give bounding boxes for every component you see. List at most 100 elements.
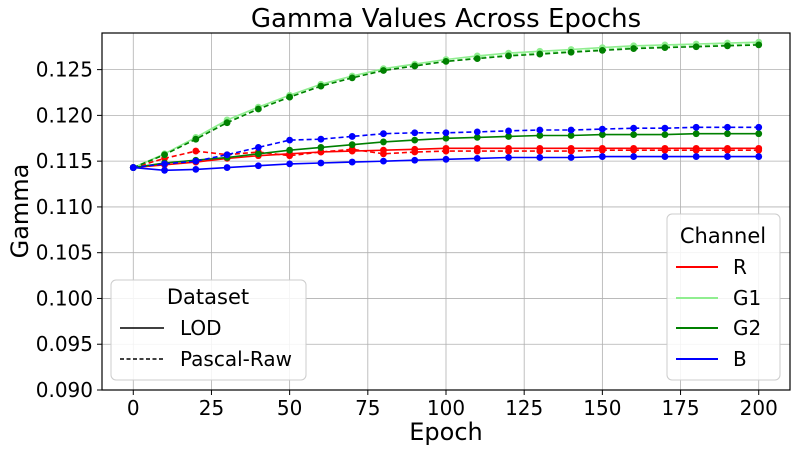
y-tick-label: 0.120 xyxy=(36,103,93,127)
data-point-b-lod xyxy=(755,153,763,160)
y-axis-ticks: 0.090 0.095 0.100 0.105 0.110 0.115 0.120 0.125 xyxy=(36,58,102,402)
data-point-r-pascal-raw xyxy=(724,146,731,154)
data-point-b-pascal-raw xyxy=(254,144,262,151)
y-tick-label: 0.090 xyxy=(36,378,93,402)
channel-legend-title: Channel xyxy=(680,224,766,248)
data-point-g2-lod xyxy=(598,131,606,139)
data-point-r-pascal-raw xyxy=(536,147,544,155)
data-point-b-pascal-raw xyxy=(442,129,450,137)
data-point-b-lod xyxy=(317,159,325,167)
data-point-r-pascal-raw xyxy=(411,148,419,156)
data-point-b-pascal-raw xyxy=(473,128,481,136)
data-point-g2-pascal-raw xyxy=(286,93,294,101)
channel-legend-box xyxy=(666,213,781,381)
data-point-b-pascal-raw xyxy=(755,123,763,131)
channel-legend-label-r: R xyxy=(733,255,747,279)
y-tick-label: 0.095 xyxy=(36,332,93,356)
data-point-b-lod xyxy=(598,153,606,160)
data-point-g2-pascal-raw xyxy=(724,42,731,50)
series-group xyxy=(129,38,763,174)
x-axis-title: Epoch xyxy=(409,418,483,446)
data-point-g2-lod xyxy=(505,133,512,140)
data-point-b-lod xyxy=(692,153,700,160)
y-axis-title: Gamma xyxy=(6,164,34,259)
data-point-g2-pascal-raw xyxy=(411,62,419,70)
data-point-b-pascal-raw xyxy=(161,160,168,168)
x-tick-label: 50 xyxy=(277,396,302,420)
data-point-g2-lod xyxy=(536,132,544,139)
data-point-g2-lod xyxy=(661,131,669,139)
data-point-g2-pascal-raw xyxy=(473,55,481,63)
data-point-g2-pascal-raw xyxy=(630,45,638,52)
data-point-g2-pascal-raw xyxy=(192,135,200,143)
data-point-g2-pascal-raw xyxy=(536,50,544,58)
data-point-b-lod xyxy=(380,157,387,165)
data-point-g2-pascal-raw xyxy=(254,105,262,113)
data-point-b-lod xyxy=(254,162,262,170)
data-point-g2-pascal-raw xyxy=(380,67,387,74)
x-tick-label: 100 xyxy=(427,396,465,420)
data-point-g2-lod xyxy=(692,130,700,138)
data-point-b-lod xyxy=(348,158,356,166)
dataset-legend-title: Dataset xyxy=(167,285,249,309)
data-point-b-pascal-raw xyxy=(317,135,325,143)
x-tick-label: 125 xyxy=(505,396,543,420)
data-point-r-pascal-raw xyxy=(442,147,450,155)
data-point-b-pascal-raw xyxy=(567,126,575,134)
y-tick-label: 0.125 xyxy=(36,58,93,82)
data-point-g2-lod xyxy=(286,146,294,154)
data-point-g2-pascal-raw xyxy=(348,74,356,82)
data-point-b-lod xyxy=(286,160,294,168)
data-point-g2-pascal-raw xyxy=(661,44,669,52)
data-point-g2-pascal-raw xyxy=(692,43,700,51)
data-point-r-pascal-raw xyxy=(567,147,575,155)
data-point-r-pascal-raw xyxy=(630,146,638,154)
dataset-legend-label-lod: LOD xyxy=(180,316,222,340)
data-point-b-pascal-raw xyxy=(661,124,669,132)
data-point-r-pascal-raw xyxy=(380,150,387,158)
x-tick-label: 0 xyxy=(127,396,140,420)
data-point-b-pascal-raw xyxy=(286,136,294,144)
data-point-g2-pascal-raw xyxy=(223,119,231,127)
x-tick-label: 25 xyxy=(199,396,224,420)
data-point-b-lod xyxy=(567,154,575,161)
data-point-g2-lod xyxy=(317,144,325,151)
data-point-g2-lod xyxy=(380,138,387,146)
y-tick-label: 0.100 xyxy=(36,286,93,310)
data-point-b-lod xyxy=(192,165,200,173)
x-tick-label: 200 xyxy=(740,396,778,420)
data-point-b-pascal-raw xyxy=(505,127,512,135)
data-point-g2-pascal-raw xyxy=(755,41,763,49)
data-point-g2-pascal-raw xyxy=(442,57,450,65)
x-tick-label: 75 xyxy=(355,396,380,420)
data-point-g2-lod xyxy=(348,141,356,149)
data-point-b-pascal-raw xyxy=(692,123,700,131)
data-point-r-pascal-raw xyxy=(661,146,669,154)
data-point-b-lod xyxy=(661,153,669,160)
data-point-b-pascal-raw xyxy=(598,125,606,133)
data-point-g2-lod xyxy=(442,134,450,142)
data-point-b-lod xyxy=(630,153,638,160)
data-point-r-pascal-raw xyxy=(192,147,200,155)
data-point-r-pascal-raw xyxy=(755,146,763,154)
channel-legend: Channel R G1 G2 B xyxy=(666,213,781,381)
x-tick-label: 150 xyxy=(583,396,621,420)
data-point-r-pascal-raw xyxy=(598,146,606,154)
dataset-legend-box xyxy=(110,279,307,381)
data-point-g2-pascal-raw xyxy=(505,52,512,60)
data-point-g2-lod xyxy=(254,150,262,158)
data-point-b-lod xyxy=(411,156,419,164)
data-point-b-lod xyxy=(473,155,481,162)
data-point-r-pascal-raw xyxy=(505,147,512,155)
dataset-legend-label-pascal-raw: Pascal-Raw xyxy=(180,347,292,371)
data-point-r-pascal-raw xyxy=(692,146,700,154)
x-tick-label: 175 xyxy=(661,396,699,420)
data-point-b-pascal-raw xyxy=(192,157,200,165)
data-point-b-pascal-raw xyxy=(348,133,356,140)
channel-legend-label-g1: G1 xyxy=(733,286,761,310)
data-point-g2-lod xyxy=(630,131,638,139)
channel-legend-label-g2: G2 xyxy=(733,316,761,340)
y-tick-label: 0.110 xyxy=(36,195,93,219)
data-point-g2-pascal-raw xyxy=(161,151,168,159)
y-tick-label: 0.115 xyxy=(36,149,93,173)
